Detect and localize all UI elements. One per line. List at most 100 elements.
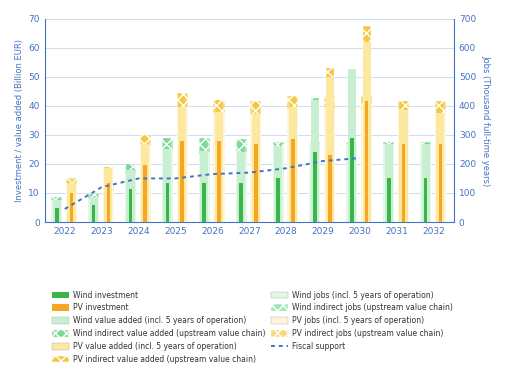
- Bar: [162, 138, 173, 222]
- Bar: [237, 139, 245, 222]
- Bar: [250, 101, 262, 222]
- Bar: [67, 183, 76, 222]
- Bar: [236, 152, 246, 222]
- Bar: [273, 142, 284, 222]
- Bar: [51, 197, 62, 222]
- Bar: [177, 107, 188, 222]
- Bar: [398, 101, 409, 222]
- Bar: [103, 168, 114, 222]
- Bar: [166, 183, 169, 222]
- Bar: [435, 110, 446, 222]
- Bar: [361, 108, 372, 222]
- Bar: [129, 189, 132, 222]
- Bar: [420, 142, 431, 222]
- Bar: [215, 111, 223, 222]
- Bar: [365, 101, 369, 222]
- Bar: [436, 101, 444, 222]
- Bar: [180, 141, 184, 222]
- Bar: [103, 167, 114, 222]
- Bar: [55, 207, 59, 222]
- Bar: [105, 167, 113, 222]
- Bar: [311, 100, 319, 222]
- Bar: [387, 179, 390, 222]
- Bar: [291, 139, 294, 222]
- Bar: [348, 69, 356, 222]
- Bar: [399, 110, 408, 222]
- Bar: [105, 168, 113, 222]
- Bar: [236, 139, 246, 222]
- Bar: [214, 113, 225, 222]
- Bar: [203, 183, 206, 222]
- Bar: [214, 101, 225, 222]
- Bar: [422, 142, 430, 222]
- Bar: [239, 183, 243, 222]
- Bar: [422, 144, 430, 222]
- Bar: [310, 142, 321, 222]
- Y-axis label: Investment / value added (Billion EUR): Investment / value added (Billion EUR): [15, 39, 24, 202]
- Bar: [92, 205, 95, 222]
- Bar: [199, 138, 210, 222]
- Bar: [289, 96, 297, 222]
- Bar: [435, 101, 446, 222]
- Bar: [250, 116, 262, 222]
- Bar: [383, 142, 394, 222]
- Bar: [436, 113, 444, 222]
- Bar: [70, 193, 73, 222]
- Bar: [350, 138, 354, 222]
- Bar: [254, 144, 258, 222]
- Bar: [273, 144, 284, 222]
- Bar: [67, 180, 76, 222]
- Bar: [177, 93, 188, 222]
- Bar: [326, 68, 334, 222]
- Bar: [53, 197, 61, 222]
- Bar: [162, 149, 173, 222]
- Bar: [363, 42, 371, 222]
- Bar: [310, 144, 321, 222]
- Bar: [125, 173, 136, 222]
- Bar: [420, 144, 431, 222]
- Bar: [89, 197, 97, 222]
- Bar: [361, 96, 372, 222]
- Bar: [346, 144, 358, 222]
- Bar: [328, 155, 331, 222]
- Bar: [200, 138, 209, 222]
- Bar: [313, 152, 317, 222]
- Bar: [399, 101, 408, 222]
- Bar: [383, 144, 394, 222]
- Bar: [385, 142, 393, 222]
- Legend: Wind investment, PV investment, Wind value added (incl. 5 years of operation), W: Wind investment, PV investment, Wind val…: [50, 289, 454, 365]
- Bar: [311, 99, 319, 222]
- Bar: [348, 69, 356, 222]
- Bar: [125, 167, 136, 222]
- Bar: [252, 114, 260, 222]
- Bar: [200, 151, 209, 222]
- Bar: [88, 199, 99, 222]
- Bar: [326, 77, 334, 222]
- Bar: [385, 144, 393, 222]
- Bar: [424, 179, 427, 222]
- Bar: [324, 108, 335, 222]
- Bar: [438, 144, 442, 222]
- Bar: [324, 96, 335, 222]
- Bar: [141, 144, 149, 222]
- Bar: [178, 93, 186, 222]
- Bar: [143, 165, 147, 222]
- Bar: [252, 101, 260, 222]
- Bar: [107, 183, 110, 222]
- Bar: [140, 145, 151, 222]
- Bar: [141, 135, 149, 222]
- Bar: [237, 152, 245, 222]
- Bar: [51, 200, 62, 222]
- Bar: [53, 200, 61, 222]
- Bar: [215, 100, 223, 222]
- Bar: [401, 144, 406, 222]
- Bar: [287, 96, 298, 222]
- Bar: [287, 108, 298, 222]
- Bar: [276, 179, 280, 222]
- Bar: [66, 183, 77, 222]
- Y-axis label: Jobs (Thousand full-time years): Jobs (Thousand full-time years): [481, 55, 490, 186]
- Bar: [217, 141, 221, 222]
- Bar: [274, 142, 282, 222]
- Bar: [88, 194, 99, 222]
- Bar: [163, 138, 171, 222]
